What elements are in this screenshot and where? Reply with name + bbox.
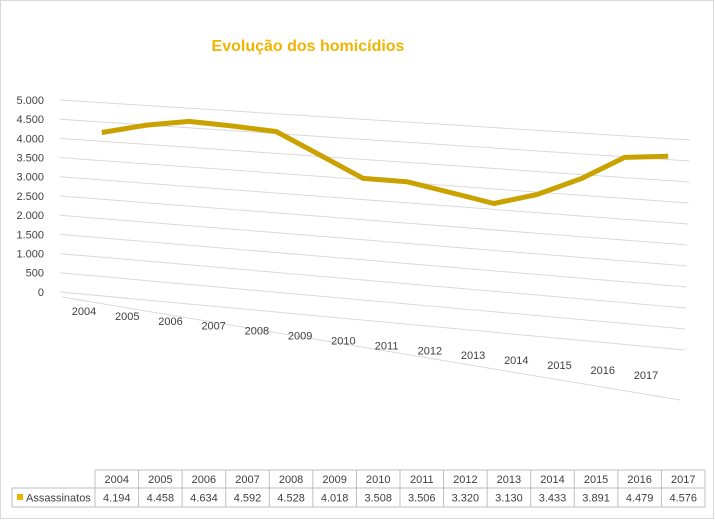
table-header: 2014 — [540, 474, 564, 486]
y-tick-label: 2.500 — [16, 191, 44, 203]
x-tick-label: 2007 — [201, 321, 225, 333]
y-tick-label: 1.500 — [16, 229, 44, 241]
table-header: 2010 — [366, 474, 390, 486]
table-value: 4.528 — [277, 492, 305, 504]
y-tick-label: 5.000 — [16, 95, 44, 107]
grid-line — [59, 176, 689, 225]
table-value: 3.506 — [408, 492, 436, 504]
table-header: 2008 — [279, 474, 303, 486]
grid-line — [59, 195, 688, 246]
table-header: 2006 — [192, 474, 216, 486]
table-header: 2005 — [148, 474, 172, 486]
grid-line — [59, 291, 686, 351]
grid-line — [59, 118, 690, 162]
y-tick-label: 0 — [38, 287, 44, 299]
table-header: 2016 — [627, 474, 651, 486]
y-tick-label: 3.500 — [16, 153, 44, 165]
legend-label: Assassinatos — [26, 492, 91, 504]
x-tick-label: 2008 — [245, 326, 269, 338]
table-value: 3.433 — [539, 492, 567, 504]
table-header: 2017 — [671, 474, 695, 486]
table-value: 4.194 — [103, 492, 131, 504]
table-value: 4.479 — [626, 492, 654, 504]
table-value: 4.634 — [190, 492, 218, 504]
y-tick-label: 4.000 — [16, 133, 44, 145]
table-header: 2004 — [105, 474, 129, 486]
x-tick-label: 2017 — [634, 370, 658, 382]
table-value: 4.592 — [234, 492, 262, 504]
legend-swatch — [17, 494, 23, 500]
chart-title: Evolução dos homicídios — [212, 38, 405, 55]
table-header: 2013 — [497, 474, 521, 486]
x-tick-label: 2012 — [418, 345, 442, 357]
y-tick-label: 500 — [26, 268, 44, 280]
table-header: 2009 — [322, 474, 346, 486]
x-tick-label: 2016 — [591, 365, 615, 377]
y-tick-label: 2.000 — [16, 210, 44, 222]
grid-line — [59, 233, 687, 288]
x-tick-label: 2006 — [158, 316, 182, 328]
table-value: 4.458 — [147, 492, 175, 504]
x-tick-label: 2014 — [504, 355, 528, 367]
table-header: 2011 — [410, 474, 434, 486]
table-value: 4.576 — [669, 492, 697, 504]
y-tick-label: 4.500 — [16, 114, 44, 126]
table-value: 4.018 — [321, 492, 349, 504]
y-tick-label: 1.000 — [16, 249, 44, 261]
table-value: 3.891 — [582, 492, 610, 504]
x-tick-label: 2004 — [72, 306, 96, 318]
grid-line — [59, 272, 686, 330]
table-value: 3.320 — [452, 492, 480, 504]
table-header: 2012 — [453, 474, 477, 486]
x-tick-label: 2005 — [115, 311, 139, 323]
x-tick-label: 2010 — [331, 335, 355, 347]
table-header: 2015 — [584, 474, 608, 486]
grid-line — [59, 214, 688, 267]
line — [101, 118, 669, 206]
table-value: 3.130 — [495, 492, 523, 504]
table-value: 3.508 — [364, 492, 392, 504]
y-tick-label: 3.000 — [16, 172, 44, 184]
grid-line — [59, 99, 691, 141]
x-tick-label: 2011 — [375, 340, 399, 352]
x-tick-label: 2009 — [288, 331, 312, 343]
table-header: 2007 — [235, 474, 259, 486]
x-tick-label: 2013 — [461, 350, 485, 362]
floor-edge — [61, 296, 681, 401]
grid-line — [59, 253, 687, 309]
x-tick-label: 2015 — [547, 360, 571, 372]
